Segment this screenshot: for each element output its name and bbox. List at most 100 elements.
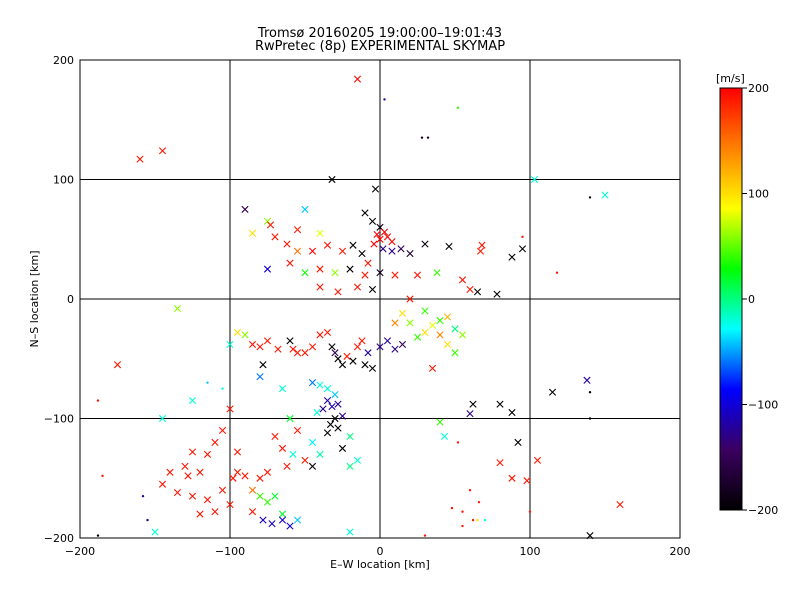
data-point bbox=[266, 221, 275, 229]
data-point bbox=[278, 516, 287, 524]
data-point bbox=[278, 385, 287, 393]
data-point bbox=[397, 245, 405, 253]
data-point bbox=[476, 518, 479, 522]
data-point bbox=[421, 328, 429, 337]
data-point bbox=[518, 245, 527, 253]
data-point bbox=[456, 441, 460, 444]
data-point bbox=[196, 468, 204, 476]
data-point bbox=[241, 205, 249, 213]
data-point bbox=[166, 468, 174, 476]
data-point bbox=[158, 414, 167, 423]
data-point bbox=[101, 474, 104, 478]
data-point bbox=[440, 432, 449, 441]
data-point bbox=[146, 518, 149, 522]
data-point bbox=[316, 381, 324, 389]
data-point bbox=[259, 516, 267, 524]
data-point bbox=[473, 288, 482, 296]
data-point bbox=[364, 349, 372, 357]
data-point bbox=[361, 271, 369, 279]
data-point bbox=[293, 516, 302, 524]
data-point bbox=[358, 250, 366, 258]
y-axis-ticks: −200 −100 0 100 200 bbox=[44, 54, 74, 545]
data-point bbox=[376, 269, 384, 277]
data-point bbox=[413, 333, 422, 341]
data-point bbox=[263, 265, 272, 273]
data-point bbox=[293, 226, 302, 234]
data-point bbox=[328, 343, 336, 351]
data-point bbox=[286, 414, 294, 423]
data-point bbox=[398, 309, 407, 317]
data-point bbox=[353, 283, 362, 291]
data-point bbox=[466, 410, 474, 418]
data-point bbox=[391, 271, 399, 279]
data-point bbox=[323, 241, 332, 249]
data-point bbox=[271, 432, 279, 441]
data-point bbox=[368, 285, 377, 294]
x-tick-label: 100 bbox=[520, 545, 541, 558]
data-point bbox=[331, 391, 339, 399]
y-tick-label: 0 bbox=[67, 293, 74, 306]
data-point bbox=[141, 494, 145, 498]
data-point bbox=[423, 534, 427, 537]
data-point bbox=[361, 361, 369, 369]
data-point bbox=[391, 345, 399, 353]
data-point bbox=[203, 450, 212, 458]
data-point bbox=[323, 429, 332, 437]
data-point bbox=[326, 420, 335, 429]
data-point bbox=[226, 405, 234, 413]
data-point bbox=[206, 381, 209, 384]
colorbar-tick-label: −100 bbox=[748, 399, 778, 412]
data-point bbox=[406, 319, 414, 327]
data-point bbox=[256, 474, 264, 482]
data-point bbox=[226, 340, 234, 348]
data-point bbox=[331, 269, 339, 277]
data-point bbox=[226, 500, 234, 509]
data-point bbox=[331, 349, 339, 357]
data-point bbox=[308, 462, 317, 470]
data-point bbox=[398, 340, 407, 348]
data-point bbox=[196, 510, 204, 518]
colorbar bbox=[719, 87, 743, 511]
data-point bbox=[136, 155, 144, 163]
data-point bbox=[471, 518, 475, 522]
data-point bbox=[368, 217, 377, 225]
data-point bbox=[268, 520, 276, 528]
data-point bbox=[338, 247, 347, 255]
data-point bbox=[301, 456, 309, 464]
data-point bbox=[158, 480, 167, 488]
x-tick-label: 200 bbox=[670, 545, 691, 558]
data-point bbox=[308, 247, 317, 255]
data-point bbox=[323, 385, 332, 393]
data-point bbox=[319, 405, 327, 413]
data-point bbox=[343, 352, 351, 360]
data-point bbox=[293, 426, 302, 435]
data-point bbox=[476, 247, 485, 255]
data-point bbox=[601, 191, 609, 199]
data-point bbox=[346, 462, 354, 470]
data-point bbox=[508, 408, 516, 417]
data-point bbox=[353, 75, 362, 83]
data-point bbox=[346, 265, 354, 273]
data-point bbox=[379, 245, 387, 253]
data-point bbox=[188, 492, 197, 500]
data-point bbox=[334, 400, 342, 408]
data-point bbox=[388, 238, 396, 246]
colorbar-tick-label: 100 bbox=[748, 188, 769, 201]
data-point bbox=[349, 241, 357, 249]
data-point bbox=[271, 233, 279, 241]
data-point bbox=[233, 328, 242, 337]
data-point bbox=[188, 448, 197, 456]
data-point bbox=[271, 492, 279, 500]
data-point bbox=[436, 331, 444, 339]
data-point bbox=[426, 136, 430, 139]
data-point bbox=[353, 456, 362, 464]
data-point bbox=[263, 468, 272, 476]
data-point bbox=[274, 345, 282, 353]
data-point bbox=[331, 414, 339, 423]
data-point bbox=[548, 388, 557, 396]
data-point bbox=[588, 391, 592, 394]
data-point bbox=[259, 361, 267, 369]
data-point bbox=[316, 229, 324, 237]
data-point bbox=[530, 175, 539, 184]
data-point bbox=[286, 522, 294, 530]
